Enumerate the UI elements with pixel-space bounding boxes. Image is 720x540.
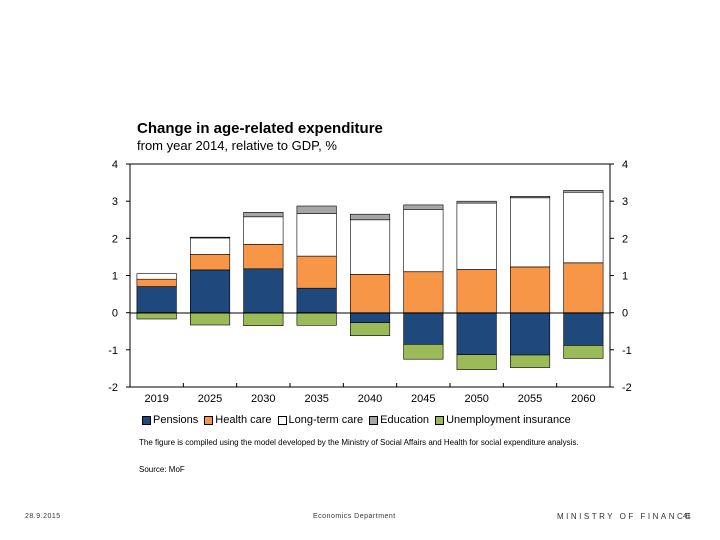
bar-education-2055 bbox=[509, 196, 551, 199]
y-tick-label-right-minus1: -1 bbox=[622, 345, 632, 357]
bars-layer bbox=[136, 190, 604, 370]
bar-health-care-2060 bbox=[563, 262, 604, 313]
y-tick-label-left-4: 4 bbox=[112, 159, 118, 171]
y-tick-label-right-minus2: -2 bbox=[622, 382, 632, 394]
bar-education-2050 bbox=[456, 200, 497, 204]
chart-note: The figure is compiled using the model d… bbox=[139, 438, 579, 447]
legend-label-education: Education bbox=[380, 414, 430, 426]
x-tick-label-2019: 2019 bbox=[144, 393, 168, 405]
chart-subtitle: from year 2014, relative to GDP, % bbox=[137, 138, 337, 153]
y-tick-label-right-2: 2 bbox=[622, 233, 628, 245]
legend-item-unemployment-insurance: Unemployment insurance bbox=[435, 414, 571, 426]
bar-education-2060 bbox=[563, 190, 604, 193]
legend-swatch-education bbox=[369, 415, 379, 425]
bar-pensions-2045 bbox=[403, 312, 444, 345]
bar-pensions-2019 bbox=[136, 286, 177, 313]
bar-long-term-care-2025 bbox=[190, 237, 231, 255]
bar-long-term-care-2050 bbox=[456, 202, 497, 270]
bar-unemployment-insurance-2025 bbox=[190, 312, 231, 326]
legend-item-pensions: Pensions bbox=[142, 414, 198, 426]
x-tick-label-2045: 2045 bbox=[411, 393, 435, 405]
bar-long-term-care-2019 bbox=[136, 273, 177, 280]
footer-ministry-logo: MINISTRY OF FINANCE bbox=[557, 512, 694, 521]
chart-title: Change in age-related expenditure bbox=[137, 120, 383, 137]
y-tick-label-left-2: 2 bbox=[112, 233, 118, 245]
legend-swatch-pensions bbox=[142, 415, 151, 425]
legend-label-pensions: Pensions bbox=[153, 414, 199, 426]
bar-education-2040 bbox=[349, 213, 391, 221]
legend-label-long-term-care: Long-term care bbox=[288, 414, 364, 426]
bar-health-care-2019 bbox=[136, 278, 177, 287]
bar-long-term-care-2060 bbox=[563, 191, 604, 264]
bar-pensions-2025 bbox=[190, 269, 231, 313]
x-tick-label-2025: 2025 bbox=[198, 393, 222, 405]
bar-unemployment-insurance-2035 bbox=[296, 312, 337, 326]
legend-label-unemployment-insurance: Unemployment insurance bbox=[446, 414, 571, 426]
bar-health-care-2055 bbox=[509, 266, 551, 314]
bar-health-care-2040 bbox=[349, 274, 391, 313]
x-tick-label-2040: 2040 bbox=[358, 393, 382, 405]
bar-pensions-2055 bbox=[509, 312, 551, 356]
legend-item-health-care: Health care bbox=[204, 414, 272, 426]
footer-page-number: 41 bbox=[683, 513, 691, 520]
x-tick-label-2035: 2035 bbox=[304, 393, 328, 405]
bar-unemployment-insurance-2050 bbox=[456, 354, 497, 370]
bar-health-care-2030 bbox=[243, 244, 284, 270]
bar-pensions-2050 bbox=[456, 312, 497, 356]
bar-pensions-2030 bbox=[243, 268, 284, 313]
legend-item-education: Education bbox=[369, 414, 429, 426]
bar-education-2025 bbox=[190, 236, 231, 239]
legend-label-health-care: Health care bbox=[215, 414, 272, 426]
legend-swatch-health-care bbox=[204, 415, 214, 425]
bar-education-2030 bbox=[243, 212, 284, 218]
x-tick-label-2050: 2050 bbox=[464, 393, 488, 405]
bar-health-care-2045 bbox=[403, 271, 444, 313]
bar-health-care-2035 bbox=[296, 255, 337, 289]
bar-health-care-2025 bbox=[190, 254, 231, 271]
legend-item-long-term-care: Long-term care bbox=[277, 414, 364, 426]
y-tick-label-left-0: 0 bbox=[112, 308, 118, 320]
chart-legend: Pensions Health care Long-term care Educ… bbox=[142, 414, 577, 426]
bar-education-2035 bbox=[296, 205, 337, 214]
x-tick-label-2060: 2060 bbox=[571, 393, 595, 405]
bar-unemployment-insurance-2030 bbox=[243, 312, 284, 327]
y-tick-label-left-3: 3 bbox=[112, 196, 118, 208]
bar-unemployment-insurance-2040 bbox=[349, 322, 391, 337]
y-tick-label-left-minus2: -2 bbox=[108, 382, 118, 394]
bar-health-care-2050 bbox=[456, 269, 497, 314]
footer-department: Economics Department bbox=[313, 513, 396, 520]
y-tick-label-right-1: 1 bbox=[622, 271, 628, 283]
x-tick-label-2030: 2030 bbox=[251, 393, 275, 405]
y-tick-label-right-3: 3 bbox=[622, 196, 628, 208]
bar-unemployment-insurance-2055 bbox=[509, 354, 551, 368]
bar-pensions-2035 bbox=[296, 287, 337, 313]
ticks-layer: 2019 2025 2030 2035 2040 2045 2050 2055 2060 4 4 3 3… bbox=[108, 159, 632, 405]
bar-long-term-care-2030 bbox=[243, 216, 284, 245]
x-tick-label-2055: 2055 bbox=[518, 393, 542, 405]
y-tick-label-right-4: 4 bbox=[622, 159, 628, 171]
bar-education-2045 bbox=[403, 204, 444, 210]
bar-long-term-care-2055 bbox=[509, 197, 551, 268]
y-tick-label-right-0: 0 bbox=[622, 308, 628, 320]
bar-long-term-care-2045 bbox=[403, 209, 444, 273]
legend-swatch-unemployment-insurance bbox=[435, 415, 445, 425]
bar-pensions-2060 bbox=[563, 312, 604, 346]
bar-unemployment-insurance-2060 bbox=[563, 345, 604, 359]
y-tick-label-left-1: 1 bbox=[112, 271, 118, 283]
y-tick-label-left-minus1: -1 bbox=[108, 345, 118, 357]
chart-source: Source: MoF bbox=[139, 465, 185, 474]
bar-long-term-care-2035 bbox=[296, 213, 337, 257]
bar-unemployment-insurance-2045 bbox=[403, 343, 444, 360]
footer-date: 28.9.2015 bbox=[25, 513, 61, 520]
bar-unemployment-insurance-2019 bbox=[136, 312, 177, 320]
legend-swatch-long-term-care bbox=[277, 415, 287, 425]
bar-long-term-care-2040 bbox=[349, 219, 391, 275]
bar-pensions-2040 bbox=[349, 312, 391, 324]
